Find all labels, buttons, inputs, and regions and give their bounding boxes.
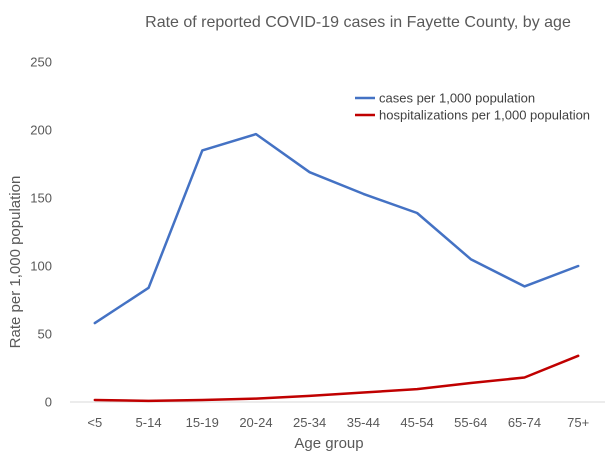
x-tick-label: 65-74 — [508, 415, 541, 430]
legend: cases per 1,000 population hospitalizatio… — [355, 91, 590, 123]
x-tick-label: 35-44 — [347, 415, 380, 430]
series-lines — [93, 132, 580, 403]
series-line-hospitalizations — [93, 354, 580, 403]
series-line-cases — [93, 132, 580, 325]
x-tick-label: 45-54 — [400, 415, 433, 430]
y-tick-label: 250 — [30, 55, 52, 70]
y-tick-labels: 0 50 100 150 200 250 — [30, 55, 52, 410]
x-tick-label: <5 — [87, 415, 102, 430]
x-tick-label: 25-34 — [293, 415, 326, 430]
x-tick-labels: <5 5-14 15-19 20-24 25-34 35-44 45-54 55-64 65-7… — [87, 415, 589, 430]
x-tick-label: 20-24 — [239, 415, 272, 430]
x-tick-label: 55-64 — [454, 415, 487, 430]
y-tick-label: 0 — [45, 395, 52, 410]
y-tick-label: 150 — [30, 191, 52, 206]
x-tick-label: 75+ — [567, 415, 589, 430]
x-axis-title: Age group — [294, 435, 363, 452]
y-tick-label: 200 — [30, 123, 52, 138]
legend-label: hospitalizations per 1,000 population — [379, 108, 590, 123]
y-tick-label: 100 — [30, 259, 52, 274]
x-tick-label: 15-19 — [186, 415, 219, 430]
x-tick-label: 5-14 — [136, 415, 162, 430]
legend-label: cases per 1,000 population — [379, 91, 535, 106]
y-tick-label: 50 — [38, 327, 52, 342]
y-axis-title: Rate per 1,000 population — [7, 176, 24, 349]
chart-title: Rate of reported COVID-19 cases in Fayet… — [145, 14, 571, 31]
